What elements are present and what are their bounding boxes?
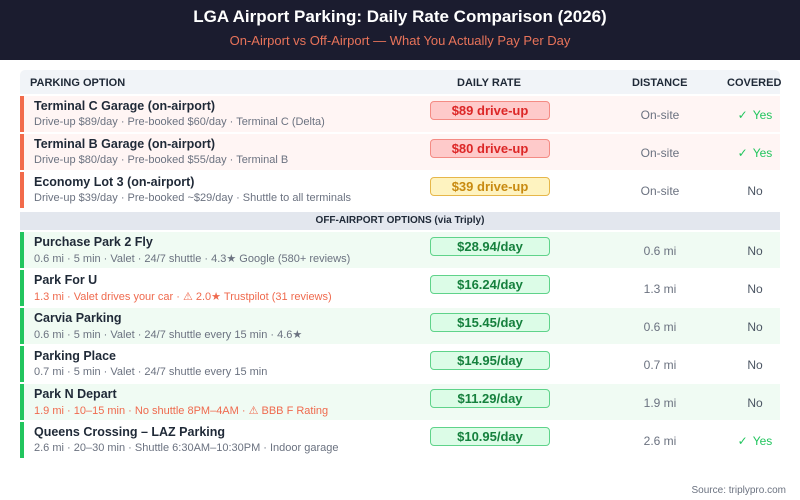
covered-label: No bbox=[747, 184, 763, 198]
covered-label: Yes bbox=[752, 146, 773, 160]
covered-value: No bbox=[720, 320, 790, 334]
covered-value: No bbox=[720, 396, 790, 410]
distance-value: 0.6 mi bbox=[643, 320, 677, 334]
comparison-table: PARKING OPTION DAILY RATE DISTANCE COVER… bbox=[20, 70, 782, 458]
option-description: Drive-up $89/day · Pre-booked $60/day · … bbox=[34, 116, 325, 128]
source-credit: Source: triplypro.com bbox=[691, 485, 786, 496]
distance-value: 2.6 mi bbox=[643, 434, 677, 448]
distance-value: 1.9 mi bbox=[643, 396, 677, 410]
table-row: Parking Place 0.7 mi · 5 min · Valet · 24… bbox=[20, 346, 780, 382]
option-name: Carvia Parking bbox=[34, 311, 122, 325]
option-description: 1.3 mi · Valet drives your car · ⚠ 2.0★ … bbox=[34, 291, 332, 303]
option-name: Park N Depart bbox=[34, 387, 117, 401]
option-description: Drive-up $39/day · Pre-booked ~$29/day ·… bbox=[34, 192, 352, 204]
daily-rate-badge: $16.24/day bbox=[430, 275, 550, 294]
off-airport-rows: Purchase Park 2 Fly 0.6 mi · 5 min · Vale… bbox=[20, 232, 780, 458]
option-name: Park For U bbox=[34, 273, 98, 287]
covered-label: No bbox=[747, 282, 763, 296]
covered-value: No bbox=[720, 358, 790, 372]
covered-value: No bbox=[720, 282, 790, 296]
covered-label: No bbox=[747, 244, 763, 258]
daily-rate-badge: $10.95/day bbox=[430, 427, 550, 446]
table-row: Purchase Park 2 Fly 0.6 mi · 5 min · Vale… bbox=[20, 232, 780, 268]
table-row: Carvia Parking 0.6 mi · 5 min · Valet · 2… bbox=[20, 308, 780, 344]
distance-value: On-site bbox=[640, 108, 680, 122]
row-accent-bar bbox=[20, 134, 24, 170]
table-row: Economy Lot 3 (on-airport) Drive-up $39/d… bbox=[20, 172, 780, 208]
covered-value: ✓ Yes bbox=[720, 108, 790, 122]
column-header-option: PARKING OPTION bbox=[30, 77, 126, 89]
option-description: 0.6 mi · 5 min · Valet · 24/7 shuttle ev… bbox=[34, 329, 303, 341]
page-subtitle: On-Airport vs Off-Airport — What You Act… bbox=[229, 33, 571, 48]
row-accent-bar bbox=[20, 270, 24, 306]
table-row: Terminal C Garage (on-airport) Drive-up $… bbox=[20, 96, 780, 132]
option-name: Economy Lot 3 (on-airport) bbox=[34, 175, 195, 189]
covered-value: ✓ Yes bbox=[720, 146, 790, 160]
daily-rate-badge: $89 drive-up bbox=[430, 101, 550, 120]
distance-value: On-site bbox=[640, 184, 680, 198]
option-name: Terminal B Garage (on-airport) bbox=[34, 137, 216, 151]
off-airport-section-header: OFF-AIRPORT OPTIONS (via Triply) bbox=[20, 212, 780, 230]
covered-label: Yes bbox=[752, 108, 773, 122]
table-row: Park N Depart 1.9 mi · 10–15 min · No shu… bbox=[20, 384, 780, 420]
option-description: 2.6 mi · 20–30 min · Shuttle 6:30AM–10:3… bbox=[34, 442, 339, 454]
daily-rate-badge: $15.45/day bbox=[430, 313, 550, 332]
table-row: Terminal B Garage (on-airport) Drive-up $… bbox=[20, 134, 780, 170]
table-row: Park For U 1.3 mi · Valet drives your car… bbox=[20, 270, 780, 306]
row-accent-bar bbox=[20, 308, 24, 344]
row-accent-bar bbox=[20, 384, 24, 420]
column-header-rate: DAILY RATE bbox=[457, 77, 521, 89]
column-header-distance: DISTANCE bbox=[632, 77, 688, 89]
check-icon: ✓ bbox=[737, 146, 748, 160]
table-header: PARKING OPTION DAILY RATE DISTANCE COVER… bbox=[20, 70, 782, 94]
row-accent-bar bbox=[20, 96, 24, 132]
distance-value: On-site bbox=[640, 146, 680, 160]
option-description: 0.6 mi · 5 min · Valet · 24/7 shuttle · … bbox=[34, 253, 351, 265]
table-row: Queens Crossing – LAZ Parking 2.6 mi · 20… bbox=[20, 422, 780, 458]
row-accent-bar bbox=[20, 232, 24, 268]
covered-value: ✓ Yes bbox=[720, 434, 790, 448]
covered-value: No bbox=[720, 244, 790, 258]
distance-value: 1.3 mi bbox=[643, 282, 677, 296]
daily-rate-badge: $39 drive-up bbox=[430, 177, 550, 196]
row-accent-bar bbox=[20, 172, 24, 208]
distance-value: 0.6 mi bbox=[643, 244, 677, 258]
distance-value: 0.7 mi bbox=[643, 358, 677, 372]
page-title: LGA Airport Parking: Daily Rate Comparis… bbox=[193, 7, 607, 26]
daily-rate-badge: $80 drive-up bbox=[430, 139, 550, 158]
column-header-covered: COVERED bbox=[727, 77, 782, 89]
option-name: Purchase Park 2 Fly bbox=[34, 235, 153, 249]
page-header: LGA Airport Parking: Daily Rate Comparis… bbox=[0, 0, 800, 60]
option-name: Parking Place bbox=[34, 349, 116, 363]
row-accent-bar bbox=[20, 422, 24, 458]
covered-label: Yes bbox=[752, 434, 773, 448]
check-icon: ✓ bbox=[737, 434, 748, 448]
covered-label: No bbox=[747, 396, 763, 410]
option-name: Terminal C Garage (on-airport) bbox=[34, 99, 216, 113]
on-airport-rows: Terminal C Garage (on-airport) Drive-up $… bbox=[20, 96, 780, 208]
daily-rate-badge: $11.29/day bbox=[430, 389, 550, 408]
covered-label: No bbox=[747, 358, 763, 372]
covered-label: No bbox=[747, 320, 763, 334]
row-accent-bar bbox=[20, 346, 24, 382]
option-description: 0.7 mi · 5 min · Valet · 24/7 shuttle ev… bbox=[34, 366, 268, 378]
check-icon: ✓ bbox=[737, 108, 748, 122]
option-description: 1.9 mi · 10–15 min · No shuttle 8PM–4AM … bbox=[34, 405, 329, 417]
option-description: Drive-up $80/day · Pre-booked $55/day · … bbox=[34, 154, 289, 166]
daily-rate-badge: $28.94/day bbox=[430, 237, 550, 256]
covered-value: No bbox=[720, 184, 790, 198]
option-name: Queens Crossing – LAZ Parking bbox=[34, 425, 226, 439]
daily-rate-badge: $14.95/day bbox=[430, 351, 550, 370]
